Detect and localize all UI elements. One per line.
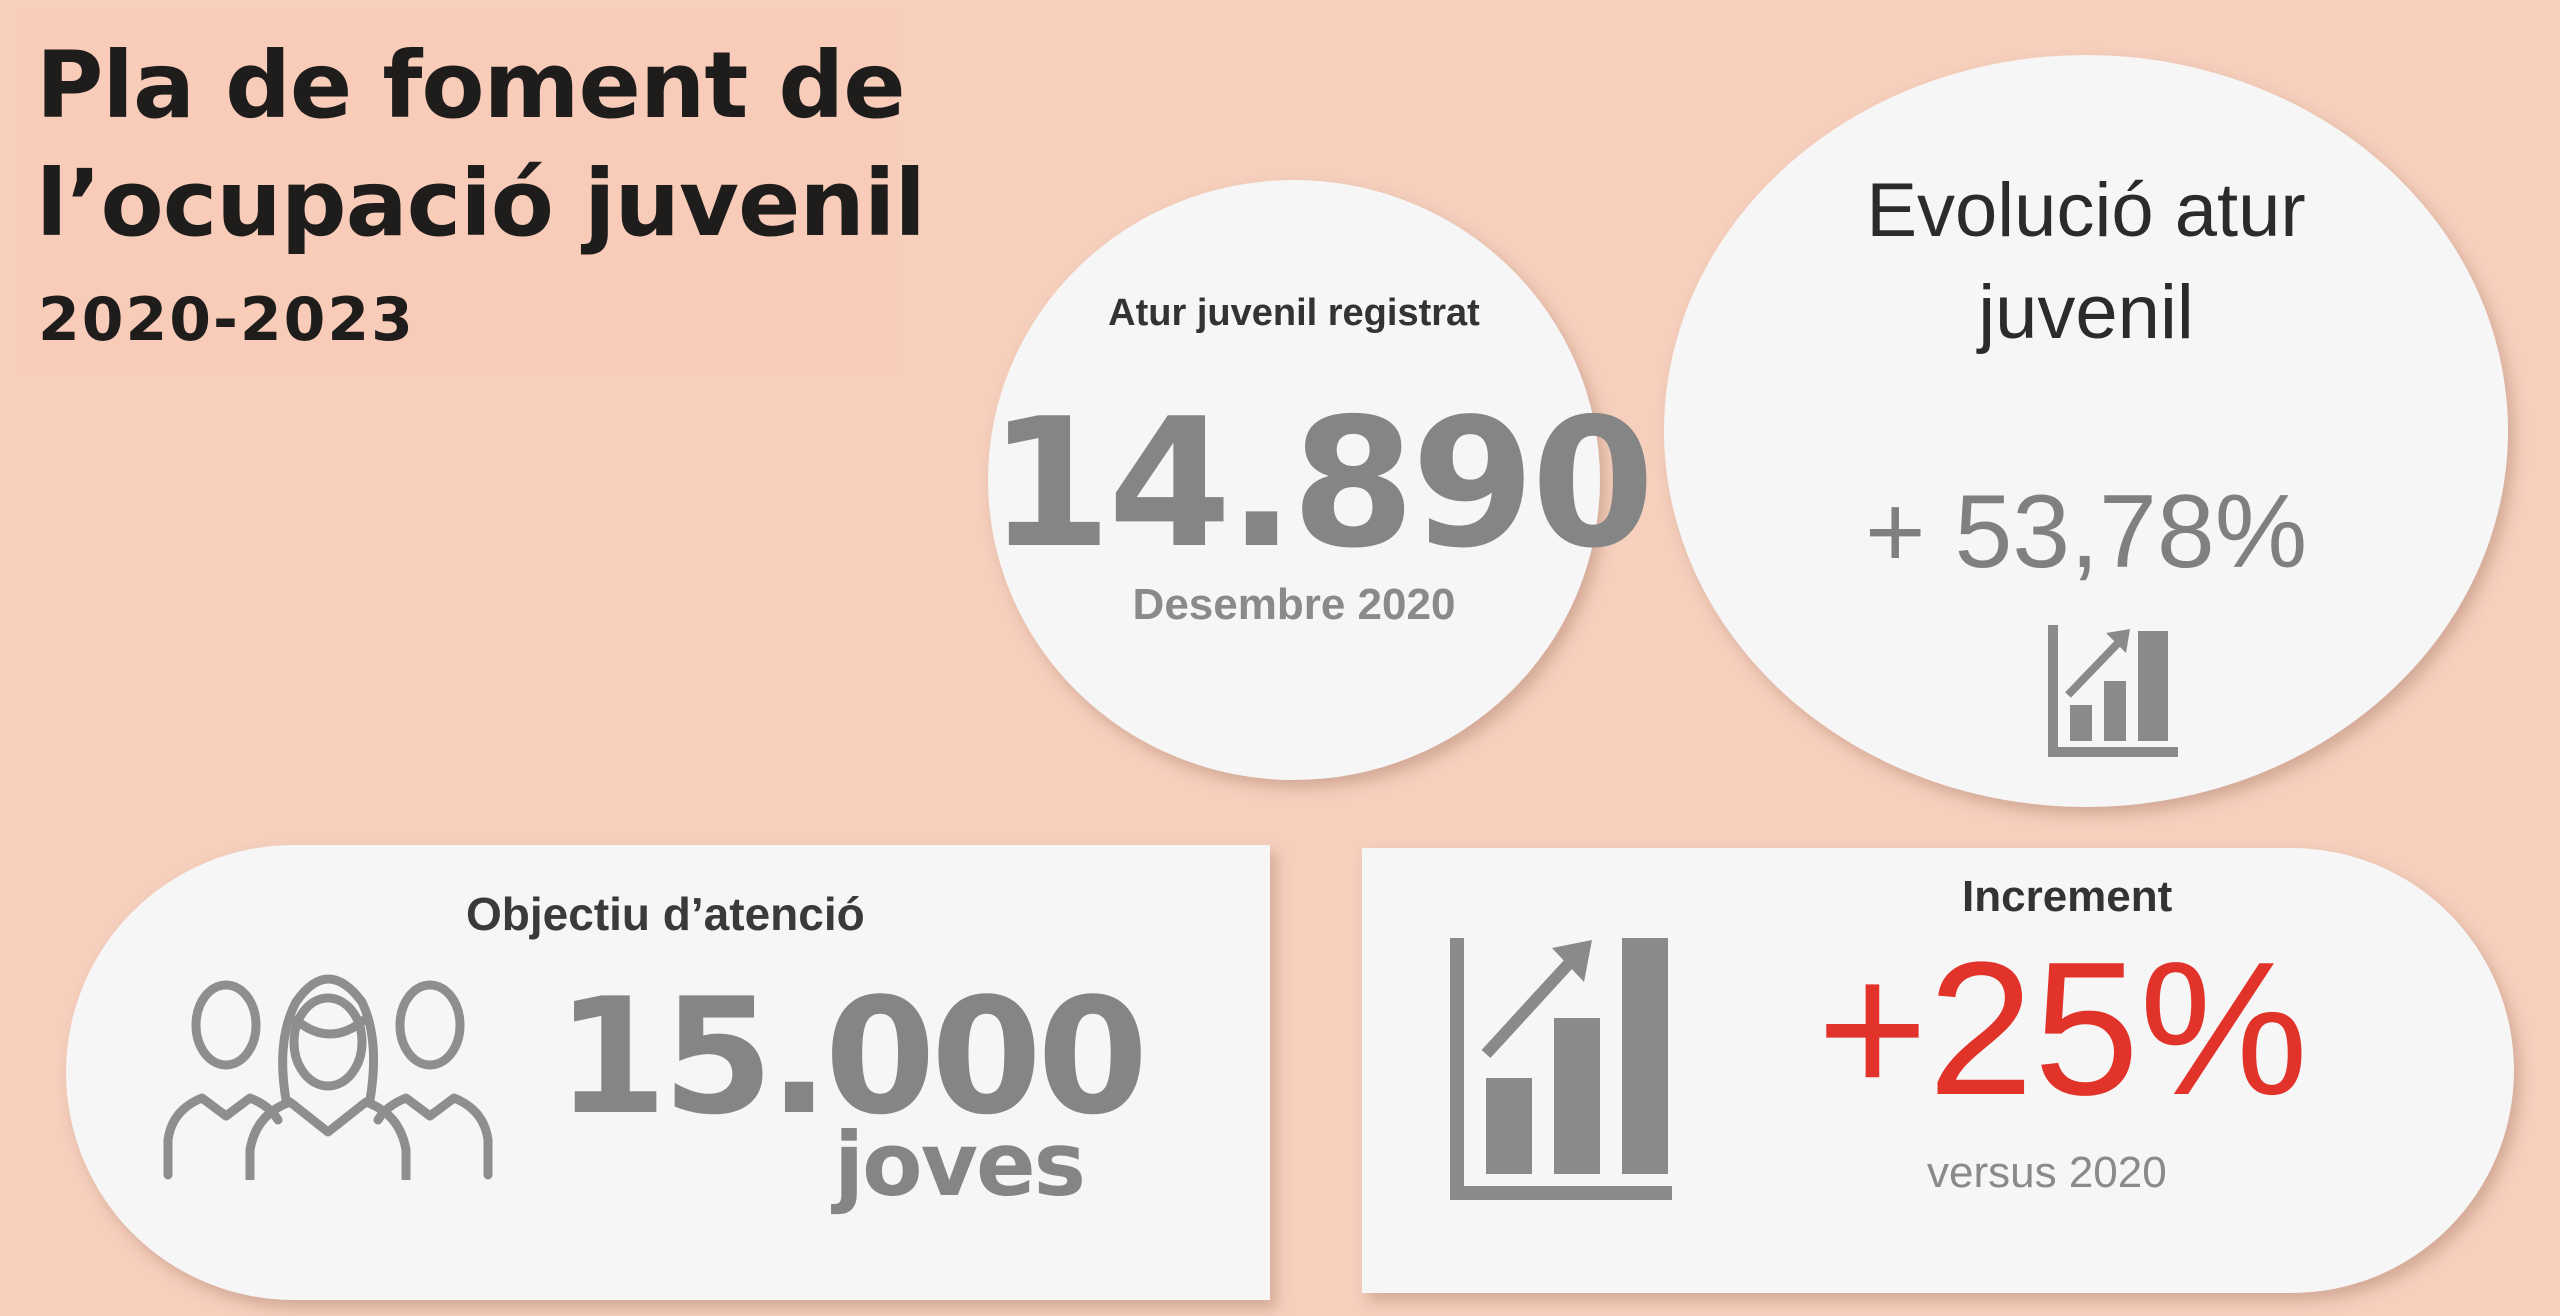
page-title-line1: Pla de foment de xyxy=(36,32,906,139)
people-group-icon xyxy=(163,974,493,1180)
page-title-line2: l’ocupació juvenil xyxy=(36,150,926,257)
increment-panel: Increment +25% versus 2020 xyxy=(1362,848,2514,1293)
evolucio-atur-circle: Evolució atur juvenil + 53,78% xyxy=(1664,55,2508,807)
atur-registrat-label: Atur juvenil registrat xyxy=(1108,292,1480,334)
atur-registrat-date: Desembre 2020 xyxy=(1132,580,1456,629)
objectiu-unit: joves xyxy=(834,1113,1086,1216)
objectiu-atencio-panel: Objectiu d’atenció 15.000 joves xyxy=(66,845,1270,1300)
objectiu-label: Objectiu d’atenció xyxy=(466,888,865,940)
evolucio-value: + 53,78% xyxy=(1864,474,2308,590)
atur-registrat-value: 14.890 xyxy=(988,380,1655,587)
increment-value: +25% xyxy=(1817,923,2309,1135)
evolucio-title-line1: Evolució atur xyxy=(1866,168,2306,253)
objectiu-value: 15.000 xyxy=(556,963,1148,1150)
title-block: Pla de foment de l’ocupació juvenil 2020… xyxy=(18,10,926,375)
atur-registrat-circle: Atur juvenil registrat 14.890 Desembre 2… xyxy=(988,180,1655,780)
evolucio-title: Evolució atur juvenil xyxy=(1664,160,2508,364)
years-range: 2020-2023 xyxy=(38,285,415,355)
increment-subtitle: versus 2020 xyxy=(1927,1148,2167,1197)
evolucio-title-line2: juvenil xyxy=(1978,270,2194,355)
bar-chart-rising-icon xyxy=(2048,625,2178,757)
increment-label: Increment xyxy=(1962,872,2173,921)
bar-chart-rising-icon xyxy=(1450,938,1672,1200)
